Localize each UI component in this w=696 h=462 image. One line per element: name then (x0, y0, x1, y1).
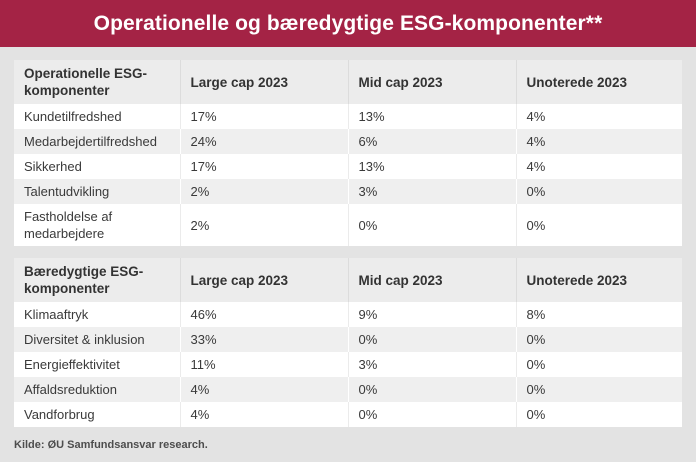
sustainable-esg-table: Bæredygtige ESG-komponenter Large cap 20… (14, 258, 682, 427)
row-label: Klimaaftryk (14, 302, 180, 327)
cell-value: 17% (179, 154, 348, 179)
column-header: Unoterede 2023 (515, 60, 682, 104)
content-area: Operationelle ESG-komponenter Large cap … (0, 47, 696, 451)
cell-value: 0% (347, 377, 516, 402)
cell-value: 4% (179, 377, 348, 402)
column-header: Bæredygtige ESG-komponenter (14, 258, 180, 302)
cell-value: 24% (179, 129, 348, 154)
row-label: Sikkerhed (14, 154, 180, 179)
cell-value: 2% (179, 204, 348, 246)
row-label: Affaldsreduktion (14, 377, 180, 402)
cell-value: 0% (347, 204, 516, 246)
cell-value: 6% (347, 129, 516, 154)
cell-value: 3% (347, 352, 516, 377)
cell-value: 13% (347, 104, 516, 129)
source-note: Kilde: ØU Samfundsansvar research. (14, 439, 208, 451)
column-header: Operationelle ESG-komponenter (14, 60, 180, 104)
cell-value: 33% (179, 327, 348, 352)
operational-esg-table: Operationelle ESG-komponenter Large cap … (14, 60, 682, 246)
column-header: Large cap 2023 (179, 258, 348, 302)
table-row: Kundetilfredshed 17% 13% 4% (14, 104, 682, 129)
cell-value: 8% (515, 302, 682, 327)
cell-value: 0% (515, 377, 682, 402)
table-row: Diversitet & inklusion 33% 0% 0% (14, 327, 682, 352)
column-header: Mid cap 2023 (347, 60, 516, 104)
cell-value: 13% (347, 154, 516, 179)
table-row: Talentudvikling 2% 3% 0% (14, 179, 682, 204)
cell-value: 4% (179, 402, 348, 427)
cell-value: 0% (515, 352, 682, 377)
row-label: Talentudvikling (14, 179, 180, 204)
cell-value: 4% (515, 154, 682, 179)
cell-value: 0% (347, 327, 516, 352)
row-label: Fastholdelse af medarbejdere (14, 204, 180, 246)
cell-value: 11% (179, 352, 348, 377)
column-header: Unoterede 2023 (515, 258, 682, 302)
row-label: Vandforbrug (14, 402, 180, 427)
table-header-row: Operationelle ESG-komponenter Large cap … (14, 60, 682, 104)
cell-value: 3% (347, 179, 516, 204)
table-row: Vandforbrug 4% 0% 0% (14, 402, 682, 427)
cell-value: 4% (515, 129, 682, 154)
cell-value: 9% (347, 302, 516, 327)
column-header: Mid cap 2023 (347, 258, 516, 302)
row-label: Kundetilfredshed (14, 104, 180, 129)
table-row: Affaldsreduktion 4% 0% 0% (14, 377, 682, 402)
table-row: Sikkerhed 17% 13% 4% (14, 154, 682, 179)
row-label: Diversitet & inklusion (14, 327, 180, 352)
title-banner: Operationelle og bæredygtige ESG-kompone… (0, 0, 696, 47)
table-header-row: Bæredygtige ESG-komponenter Large cap 20… (14, 258, 682, 302)
cell-value: 0% (515, 402, 682, 427)
cell-value: 0% (515, 327, 682, 352)
cell-value: 2% (179, 179, 348, 204)
table-row: Medarbejdertilfredshed 24% 6% 4% (14, 129, 682, 154)
column-header: Large cap 2023 (179, 60, 348, 104)
cell-value: 17% (179, 104, 348, 129)
cell-value: 4% (515, 104, 682, 129)
page-title: Operationelle og bæredygtige ESG-kompone… (93, 11, 603, 35)
cell-value: 0% (515, 179, 682, 204)
cell-value: 46% (179, 302, 348, 327)
cell-value: 0% (515, 204, 682, 246)
cell-value: 0% (347, 402, 516, 427)
row-label: Energieffektivitet (14, 352, 180, 377)
table-row: Fastholdelse af medarbejdere 2% 0% 0% (14, 204, 682, 246)
table-row: Energieffektivitet 11% 3% 0% (14, 352, 682, 377)
row-label: Medarbejdertilfredshed (14, 129, 180, 154)
table-row: Klimaaftryk 46% 9% 8% (14, 302, 682, 327)
